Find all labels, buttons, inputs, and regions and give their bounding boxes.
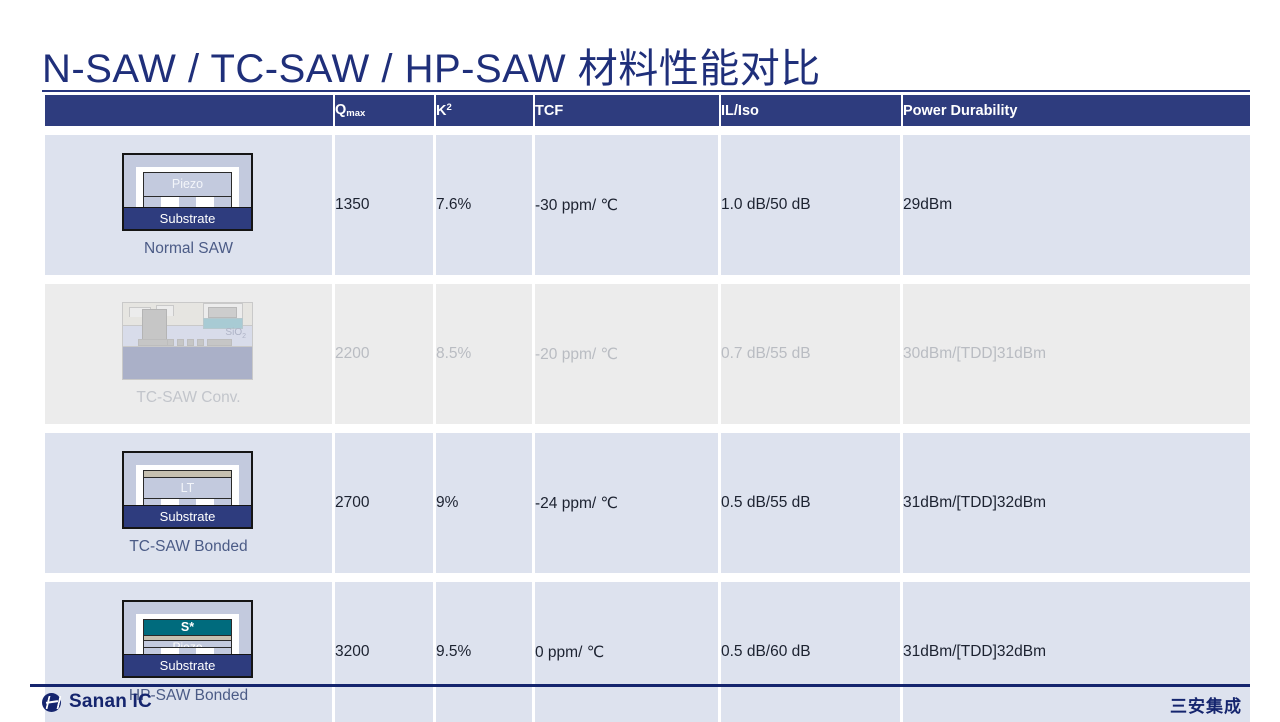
- device-diagram-tc-saw-conv: SiO2 TC-SAW Conv.: [122, 301, 255, 407]
- table-row-tc-saw-conv: SiO2 TC-SAW Conv. 2200 8.5% -20 ppm/ ℃ 0…: [45, 284, 1250, 424]
- footer: Sanan IC 三安集成: [30, 688, 1250, 720]
- cell-tcf-tc-saw-conv: -20 ppm/ ℃: [535, 284, 721, 424]
- oxide-label: SiO2: [225, 327, 246, 340]
- layer-tan: [143, 635, 232, 640]
- layer-stack: Piezo: [143, 171, 232, 208]
- device-caption: HP-SAW Bonded: [128, 686, 249, 704]
- layer-substrate: Substrate: [124, 206, 251, 229]
- layer-piezo: Piezo: [143, 171, 232, 197]
- layer-s-star: S*: [143, 618, 232, 636]
- cell-iliso-hp-saw-bonded: 0.5 dB/60 dB: [721, 582, 903, 722]
- column-header-tcf: TCF: [535, 95, 721, 126]
- comparison-table: Qmax K2 TCF IL/Iso Power Durability Piez…: [45, 95, 1250, 722]
- layer-teal-film: [203, 317, 243, 329]
- cell-k2-normal-saw: 7.6%: [436, 135, 535, 275]
- cell-iliso-tc-saw-conv: 0.7 dB/55 dB: [721, 284, 903, 424]
- brand-logo: Sanan IC: [42, 691, 152, 713]
- column-header-qmax: Qmax: [335, 95, 436, 126]
- layer-substrate: [123, 345, 252, 379]
- cell-diagram-hp-saw-bonded: S* Piezo Substrate HP-SAW Bonded: [45, 582, 335, 722]
- cell-tcf-normal-saw: -30 ppm/ ℃: [535, 135, 721, 275]
- column-header-iliso: IL/Iso: [721, 95, 903, 126]
- table-row-hp-saw-bonded: S* Piezo Substrate HP-SAW Bonded 3200 9.…: [45, 582, 1250, 722]
- column-header-power: Power Durability: [903, 95, 1250, 126]
- cell-qmax-tc-saw-conv: 2200: [335, 284, 436, 424]
- table-row-normal-saw: Piezo Substrate Normal SAW 1350 7.6% -30…: [45, 135, 1250, 275]
- brand-name: Sanan IC: [69, 691, 152, 712]
- cell-iliso-normal-saw: 1.0 dB/50 dB: [721, 135, 903, 275]
- cell-power-normal-saw: 29dBm: [903, 135, 1250, 275]
- device-caption: Normal SAW: [144, 239, 233, 257]
- table-header: Qmax K2 TCF IL/Iso Power Durability: [45, 95, 1250, 126]
- device-diagram-hp-saw-bonded: S* Piezo Substrate HP-SAW Bonded: [122, 599, 255, 705]
- device-diagram-tc-saw-bonded: LT Substrate TC-SAW Bonded: [122, 450, 255, 556]
- row-spacer: [45, 424, 1250, 433]
- device-caption: TC-SAW Bonded: [129, 537, 248, 555]
- footer-divider: [30, 684, 1250, 687]
- pad-strip-right: [207, 338, 232, 346]
- qmax-base: Q: [335, 102, 347, 118]
- device-body: Piezo Substrate: [122, 152, 253, 231]
- table-body: Piezo Substrate Normal SAW 1350 7.6% -30…: [45, 126, 1250, 722]
- layer-substrate: Substrate: [124, 653, 251, 676]
- pad-strip-left: [138, 338, 169, 346]
- layer-tan: [143, 469, 232, 477]
- table-header-row: Qmax K2 TCF IL/Iso Power Durability: [45, 95, 1250, 126]
- cell-diagram-tc-saw-bonded: LT Substrate TC-SAW Bonded: [45, 433, 335, 573]
- oxide-label-base: SiO: [225, 326, 243, 338]
- layer-piezo: Piezo: [143, 639, 232, 648]
- layer-lt: LT: [143, 477, 232, 498]
- topo-hump-inner: [208, 306, 237, 318]
- cell-power-tc-saw-conv: 30dBm/[TDD]31dBm: [903, 284, 1250, 424]
- cell-qmax-tc-saw-bonded: 2700: [335, 433, 436, 573]
- footer-company-cn: 三安集成: [1170, 697, 1242, 716]
- cell-k2-tc-saw-bonded: 9%: [436, 433, 535, 573]
- layer-stack: S* Piezo: [143, 618, 232, 655]
- cell-qmax-normal-saw: 1350: [335, 135, 436, 275]
- qmax-subscript: max: [346, 108, 366, 119]
- row-spacer: [45, 573, 1250, 582]
- cell-k2-hp-saw-bonded: 9.5%: [436, 582, 535, 722]
- column-header-k2: K2: [436, 95, 535, 126]
- k2-base: K: [436, 103, 447, 119]
- sanan-logo-icon: [42, 692, 61, 712]
- cell-diagram-tc-saw-conv: SiO2 TC-SAW Conv.: [45, 284, 335, 424]
- oxide-label-sub: 2: [242, 332, 246, 340]
- device-diagram-normal-saw: Piezo Substrate Normal SAW: [122, 152, 255, 258]
- cell-qmax-hp-saw-bonded: 3200: [335, 582, 436, 722]
- cell-iliso-tc-saw-bonded: 0.5 dB/55 dB: [721, 433, 903, 573]
- page-title: N-SAW / TC-SAW / HP-SAW 材料性能对比: [42, 47, 821, 91]
- device-body: SiO2: [122, 301, 253, 380]
- cell-tcf-tc-saw-bonded: -24 ppm/ ℃: [535, 433, 721, 573]
- k2-superscript: 2: [446, 102, 452, 113]
- layer-stack: LT: [143, 469, 232, 506]
- layer-substrate: Substrate: [124, 504, 251, 527]
- table-row-tc-saw-bonded: LT Substrate TC-SAW Bonded 2700 9% -24 p…: [45, 433, 1250, 573]
- column-header-picture: [45, 95, 335, 126]
- cell-power-tc-saw-bonded: 31dBm/[TDD]32dBm: [903, 433, 1250, 573]
- row-spacer: [45, 275, 1250, 284]
- row-spacer: [45, 126, 1250, 135]
- device-body: S* Piezo Substrate: [122, 599, 253, 678]
- cell-diagram-normal-saw: Piezo Substrate Normal SAW: [45, 135, 335, 275]
- title-divider: [42, 90, 1250, 92]
- cell-tcf-hp-saw-bonded: 0 ppm/ ℃: [535, 582, 721, 722]
- device-body: LT Substrate: [122, 450, 253, 529]
- cell-power-hp-saw-bonded: 31dBm/[TDD]32dBm: [903, 582, 1250, 722]
- cell-k2-tc-saw-conv: 8.5%: [436, 284, 535, 424]
- device-caption: TC-SAW Conv.: [136, 388, 241, 406]
